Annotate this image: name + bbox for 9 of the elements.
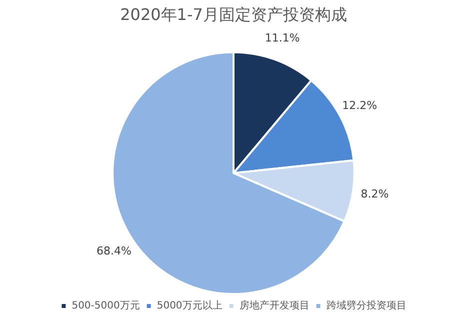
data-label: 12.2% [342,98,378,112]
legend-label: 跨域劈分投资项目 [326,300,406,312]
legend-label: 5000万元以上 [156,300,222,312]
legend-label: 500-5000万元 [72,300,140,312]
chart-title: 2020年1-7月固定资产投资构成 [120,4,347,24]
legend-label: 房地产开发项目 [239,300,310,312]
data-label: 8.2% [360,188,389,201]
data-label: 11.1% [264,32,300,45]
data-label: 68.4% [96,244,132,258]
